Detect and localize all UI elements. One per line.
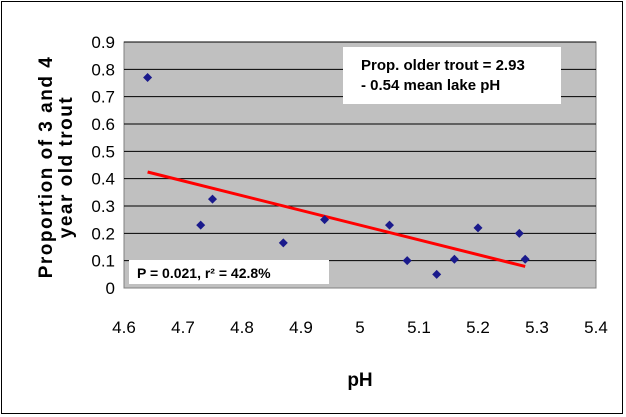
equation-line-2: - 0.54 mean lake pH bbox=[361, 77, 500, 94]
data-point bbox=[208, 194, 217, 204]
data-point bbox=[432, 269, 442, 279]
y-tick-label: 0.1 bbox=[91, 252, 115, 271]
data-point bbox=[449, 254, 459, 264]
data-point bbox=[385, 220, 394, 230]
y-axis-title-line-2: year old trout bbox=[56, 96, 77, 238]
y-tick-label: 0.2 bbox=[91, 224, 115, 243]
data-point bbox=[520, 254, 530, 264]
data-point bbox=[514, 228, 524, 238]
x-tick-label: 4.8 bbox=[230, 318, 254, 337]
data-point bbox=[143, 73, 153, 83]
y-tick-label: 0.6 bbox=[91, 115, 115, 134]
y-tick-label: 0.4 bbox=[91, 170, 115, 189]
y-tick-label: 0.7 bbox=[91, 88, 115, 107]
x-tick-label: 4.6 bbox=[112, 318, 136, 337]
x-tick-label: 5.3 bbox=[525, 318, 549, 337]
data-point bbox=[473, 223, 483, 233]
data-point bbox=[196, 220, 206, 230]
y-tick-label: 0.9 bbox=[91, 33, 115, 52]
x-tick-label: 5.1 bbox=[407, 318, 431, 337]
x-tick-label: 4.9 bbox=[289, 318, 313, 337]
y-tick-label: 0.8 bbox=[91, 60, 115, 79]
y-axis-title-line-1: Proportion of 3 and 4 bbox=[36, 56, 57, 279]
y-tick-label: 0.3 bbox=[91, 197, 115, 216]
y-tick-label: 0 bbox=[106, 279, 115, 298]
trendline bbox=[147, 170, 526, 268]
stats-box bbox=[129, 260, 329, 284]
x-tick-label: 5 bbox=[355, 318, 364, 337]
trendline-group bbox=[147, 170, 526, 268]
x-tick-label: 5.2 bbox=[466, 318, 490, 337]
equation-line-1: Prop. older trout = 2.93 bbox=[361, 57, 525, 74]
stats-label: P = 0.021, r² = 42.8% bbox=[137, 265, 271, 281]
x-tick-label: 5.4 bbox=[584, 318, 608, 337]
equation-box bbox=[343, 47, 561, 104]
x-tick-label: 4.7 bbox=[171, 318, 195, 337]
y-tick-label: 0.5 bbox=[91, 142, 115, 161]
data-point bbox=[402, 256, 412, 266]
data-point bbox=[278, 238, 288, 248]
y-tick-labels: 0 0.1 0.2 0.3 0.4 0.5 0.6 0.7 0.8 0.9 bbox=[91, 33, 115, 298]
data-points bbox=[143, 73, 530, 279]
data-point bbox=[320, 215, 330, 225]
x-tick-labels: 4.6 4.7 4.8 4.9 5 5.1 5.2 5.3 5.4 bbox=[112, 318, 608, 337]
x-axis-title: pH bbox=[347, 370, 372, 391]
